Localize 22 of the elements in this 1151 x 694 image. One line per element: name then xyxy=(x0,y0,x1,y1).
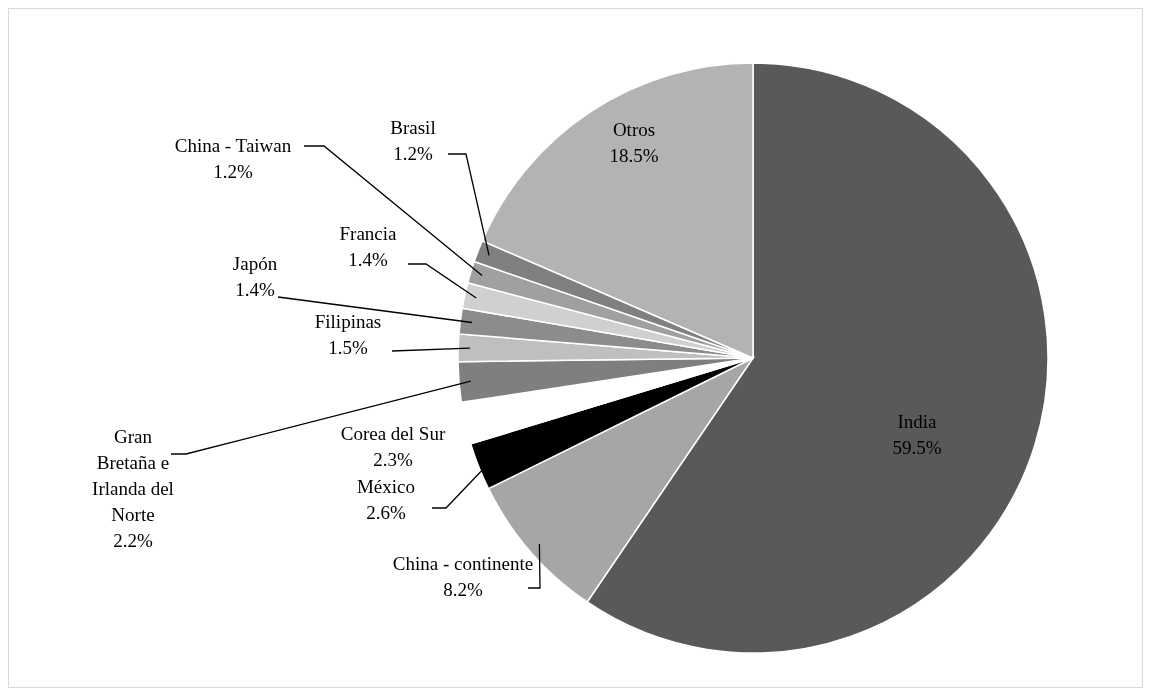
data-label: 1.4% xyxy=(235,279,275,300)
data-label: 1.2% xyxy=(213,161,253,182)
data-label: 2.3% xyxy=(373,449,413,470)
slice-label: Brasil xyxy=(390,117,436,138)
slice-label: Filipinas xyxy=(314,311,382,332)
data-label: 1.2% xyxy=(393,143,433,164)
slice-label: México xyxy=(356,476,416,497)
slice-label: China - Taiwan xyxy=(174,135,292,156)
data-label: 18.5% xyxy=(609,145,659,166)
data-label: 8.2% xyxy=(443,579,483,600)
slice-label: India xyxy=(897,411,938,432)
data-label: 1.5% xyxy=(328,337,368,358)
slice-label: Corea del Sur xyxy=(340,423,446,444)
slice-label: Francia xyxy=(339,223,398,244)
data-label: 1.4% xyxy=(348,249,388,270)
data-label: 59.5% xyxy=(892,437,942,458)
slice-label: Otros xyxy=(612,119,656,140)
data-label: 2.2% xyxy=(113,530,153,551)
slice-label: Japón xyxy=(232,253,278,274)
slice-label: Gran Bretaña e Irlanda del Norte xyxy=(92,426,174,525)
slice-label: China - continente xyxy=(392,553,534,574)
data-label: 2.6% xyxy=(366,502,406,523)
